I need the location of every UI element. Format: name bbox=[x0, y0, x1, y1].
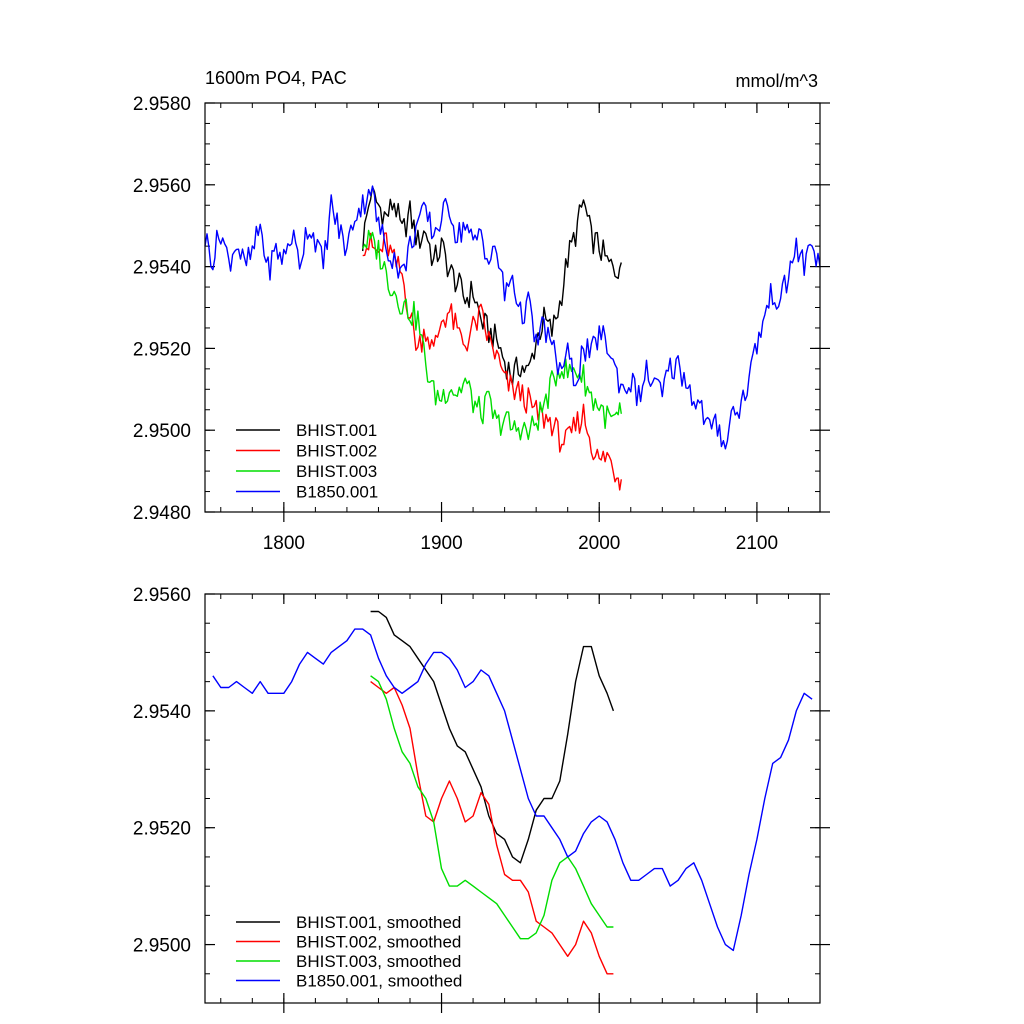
top-chart-ticks: 1800 1900 2000 2100 2.9480 2.9500 2.9520 2.9540… bbox=[133, 94, 830, 554]
y-tick-label: 2.9540 bbox=[133, 702, 191, 723]
y-tick-label: 2.9500 bbox=[133, 421, 191, 442]
legend-label: BHIST.001, smoothed bbox=[296, 913, 461, 932]
legend-label: BHIST.002, smoothed bbox=[296, 933, 461, 952]
bottom-chart-ticks: 2.9500 2.9520 2.9540 2.9560 bbox=[133, 585, 830, 1013]
top-chart-panel: 1600m PO4, PAC mmol/m^3 1800 1900 2000 2100… bbox=[133, 68, 830, 554]
x-tick-label: 1800 bbox=[263, 533, 305, 554]
top-chart-units: mmol/m^3 bbox=[736, 71, 818, 91]
series-line-bhist-002-smoothed bbox=[370, 681, 614, 975]
y-tick-label: 2.9580 bbox=[133, 94, 191, 115]
series-line-b1850-001-smoothed bbox=[212, 628, 813, 952]
bottom-chart-series bbox=[212, 610, 813, 975]
y-tick-label: 2.9480 bbox=[133, 503, 191, 524]
top-chart-frame bbox=[204, 102, 821, 513]
y-tick-label: 2.9540 bbox=[133, 258, 191, 279]
legend-label: B1850.001, smoothed bbox=[296, 972, 462, 991]
bottom-chart-frame bbox=[204, 593, 821, 1004]
y-tick-label: 2.9560 bbox=[133, 585, 191, 606]
x-tick-label: 2000 bbox=[578, 533, 620, 554]
top-chart-title: 1600m PO4, PAC bbox=[205, 68, 347, 88]
legend-label: B1850.001 bbox=[296, 483, 378, 502]
legend-label: BHIST.003, smoothed bbox=[296, 952, 461, 971]
bottom-chart-panel: 2.9500 2.9520 2.9540 2.9560 BHIST.001, smoo… bbox=[133, 585, 830, 1013]
legend-label: BHIST.002 bbox=[296, 442, 377, 461]
x-tick-label: 2100 bbox=[736, 533, 778, 554]
y-tick-label: 2.9520 bbox=[133, 339, 191, 360]
y-tick-label: 2.9520 bbox=[133, 819, 191, 840]
y-tick-label: 2.9560 bbox=[133, 176, 191, 197]
x-tick-label: 1900 bbox=[420, 533, 462, 554]
series-line-bhist-002 bbox=[362, 232, 622, 491]
series-line-b1850-001 bbox=[204, 185, 821, 450]
legend-label: BHIST.003 bbox=[296, 462, 377, 481]
top-chart-series bbox=[204, 185, 821, 491]
y-tick-label: 2.9500 bbox=[133, 936, 191, 957]
legend-label: BHIST.001 bbox=[296, 421, 377, 440]
series-line-bhist-003-smoothed bbox=[370, 675, 614, 940]
